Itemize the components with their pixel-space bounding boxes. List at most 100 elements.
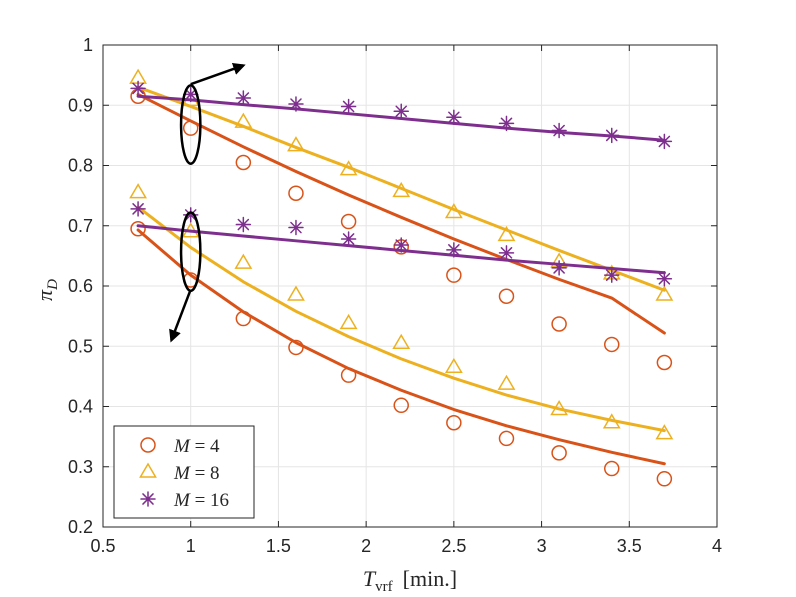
marker-triangle-m-8-lower — [602, 413, 621, 429]
legend-label-symbol-m-4: M — [173, 436, 191, 457]
legend-box — [113, 425, 255, 519]
marker-asterisk-m-16-lower — [340, 231, 357, 247]
x-tick-label: 1.5 — [266, 536, 291, 556]
marker-asterisk-m-16-upper — [182, 86, 199, 103]
series-m-8-lower — [129, 183, 674, 440]
legend-items: M = 4 M = 8 M = 16 — [139, 436, 229, 511]
x-axis-label: Tvrf [min.] — [363, 566, 457, 595]
axes — [102, 44, 718, 528]
marker-asterisk-m-16-lower — [551, 260, 567, 276]
marker-triangle-m-8-lower — [655, 424, 674, 440]
marker-asterisk-m-16-lower — [288, 219, 304, 236]
y-axis-subscript: D — [45, 279, 61, 291]
fit-curve-m-4-lower — [136, 228, 666, 466]
x-axis-symbol: T — [363, 566, 377, 591]
marker-asterisk-m-16-lower — [446, 242, 462, 258]
plot-series — [129, 68, 674, 487]
marker-triangle-m-8-lower — [287, 285, 305, 301]
legend-label-symbol-m-8: M — [173, 463, 191, 484]
legend-marker-m-16 — [140, 491, 156, 507]
annotation-arrow-2 — [169, 290, 192, 343]
marker-asterisk-m-16-lower — [130, 201, 146, 217]
series-m-16-lower — [130, 201, 673, 287]
y-tick-label: 0.7 — [68, 216, 93, 236]
marker-circle-m-4-lower — [393, 397, 409, 414]
marker-circle-m-4-upper — [340, 213, 357, 230]
marker-circle-m-4-upper — [182, 120, 199, 136]
marker-circle-m-4-lower — [235, 310, 252, 327]
fit-curve-m-8-upper — [136, 85, 666, 292]
marker-circle-m-4-upper — [446, 267, 462, 283]
marker-triangle-m-8-upper — [655, 285, 674, 301]
marker-asterisk-m-16-upper — [130, 80, 146, 97]
annotations — [169, 62, 246, 343]
y-axis-symbol: π — [32, 289, 57, 301]
marker-asterisk-m-16-upper — [551, 122, 567, 139]
fit-curve-m-8-lower — [136, 205, 666, 433]
marker-asterisk-m-16-upper — [446, 109, 462, 126]
y-tick-label: 1 — [83, 35, 93, 55]
annotation-ellipse-1 — [179, 84, 202, 165]
marker-circle-m-4-lower — [603, 460, 620, 477]
y-tick-label: 0.5 — [68, 336, 93, 356]
series-m-8-upper — [129, 68, 674, 301]
marker-asterisk-m-16-upper — [656, 133, 673, 150]
marker-circle-m-4-lower — [551, 445, 567, 461]
marker-circle-m-4-lower — [340, 367, 357, 383]
marker-asterisk-m-16-lower — [656, 271, 673, 287]
marker-triangle-m-8-upper — [444, 203, 463, 219]
marker-asterisk-m-16-upper — [235, 90, 252, 106]
tick-labels: 0.5 1 1.5 2 2.5 3 3.5 4 0.2 0.3 0.4 0.5 0.6 0.7 0.8 0.9… — [68, 35, 722, 556]
marker-circle-m-4-upper — [656, 354, 673, 371]
marker-triangle-m-8-lower — [339, 313, 358, 330]
marker-triangle-m-8-lower — [129, 183, 147, 199]
y-tick-label: 0.8 — [68, 156, 93, 176]
y-tick-label: 0.2 — [68, 517, 93, 537]
marker-asterisk-m-16-upper — [340, 98, 357, 115]
legend-item-m-4: M = 4 — [140, 436, 220, 457]
x-tick-label: 3.5 — [617, 536, 642, 556]
marker-circle-m-4-upper — [551, 316, 567, 332]
marker-asterisk-m-16-upper — [393, 103, 409, 120]
marker-asterisk-m-16-upper — [498, 115, 515, 132]
fit-curve-m-4-upper — [136, 92, 666, 335]
marker-circle-m-4-lower — [288, 339, 304, 356]
marker-circle-m-4-lower — [498, 430, 515, 447]
marker-triangle-m-8-lower — [392, 333, 411, 349]
series-m-4-upper — [130, 88, 673, 371]
x-tick-label: 3 — [537, 536, 547, 556]
y-tick-label: 0.3 — [68, 457, 93, 477]
marker-triangle-m-8-lower — [444, 357, 463, 374]
y-tick-label: 0.4 — [68, 397, 93, 417]
legend-label-m-16: M = 16 — [173, 490, 229, 511]
marker-asterisk-m-16-lower — [603, 267, 620, 283]
marker-triangle-m-8-lower — [550, 400, 569, 416]
legend-label-m-8: M = 8 — [173, 463, 220, 484]
y-axis-label: πD — [32, 279, 61, 301]
annotation-ellipse-2 — [179, 211, 202, 293]
marker-asterisk-m-16-upper — [288, 96, 304, 112]
x-tick-label: 4 — [712, 536, 722, 556]
x-tick-label: 1 — [186, 536, 196, 556]
legend-item-m-8: M = 8 — [139, 462, 220, 484]
marker-circle-m-4-upper — [235, 154, 252, 171]
marker-asterisk-m-16-lower — [393, 237, 409, 253]
x-axis-subscript: vrf — [375, 579, 393, 595]
series-m-16-upper — [130, 80, 673, 150]
y-tick-label: 0.6 — [68, 276, 93, 296]
marker-triangle-m-8-upper — [339, 160, 358, 176]
legend-label-symbol-m-16: M — [173, 490, 191, 511]
marker-asterisk-m-16-lower — [182, 207, 199, 223]
axes-box — [102, 44, 718, 528]
marker-circle-m-4-upper — [603, 336, 620, 353]
marker-circle-m-4-lower — [446, 415, 462, 431]
marker-circle-m-4-upper — [288, 185, 304, 201]
x-tick-label: 2 — [361, 536, 371, 556]
x-axis-unit: [min.] — [403, 566, 457, 591]
marker-asterisk-m-16-upper — [603, 127, 620, 144]
marker-triangle-m-8-lower — [234, 253, 253, 269]
marker-triangle-m-8-upper — [392, 181, 411, 198]
legend-label-value-m-4: = 4 — [190, 436, 220, 457]
legend-label-m-4: M = 4 — [173, 436, 220, 457]
y-tick-label: 0.9 — [68, 95, 93, 115]
